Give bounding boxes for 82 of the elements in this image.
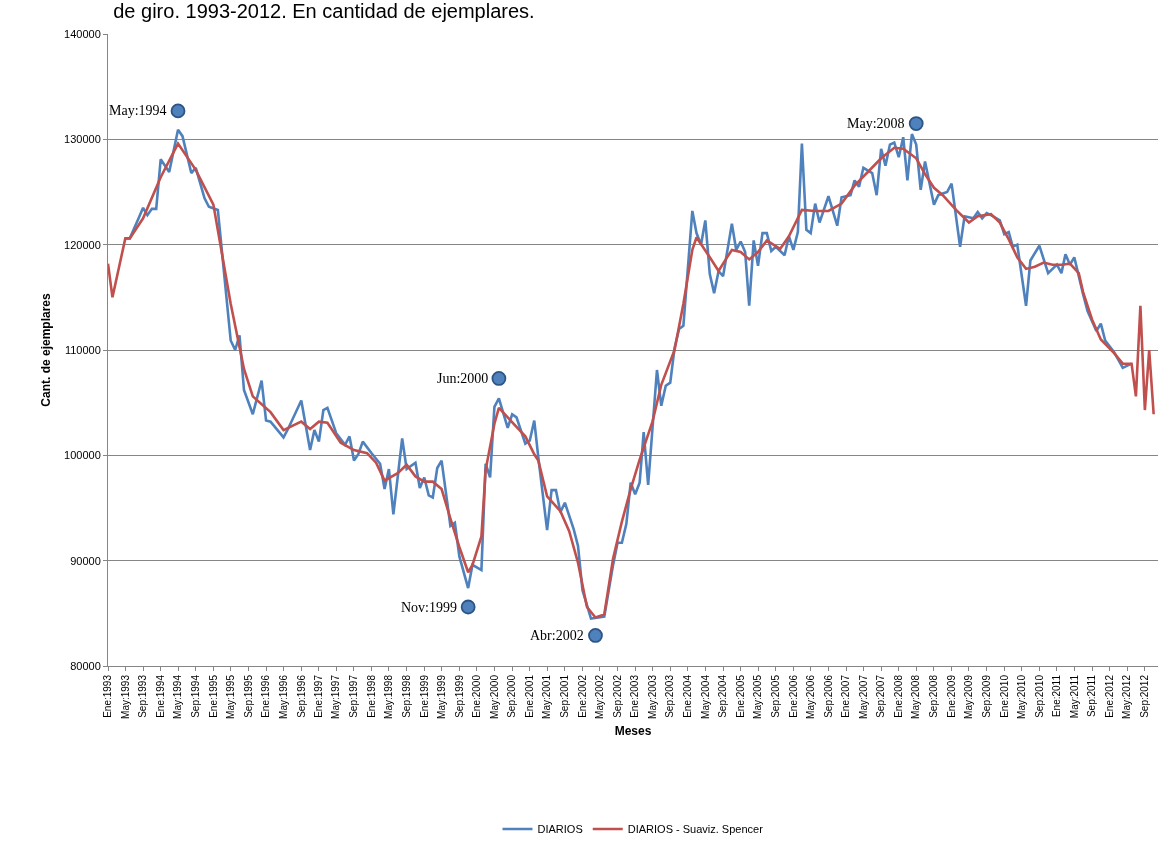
x-tick-label: May:2010 [1015,674,1027,719]
x-tick-label: May:1993 [119,674,131,719]
y-tick-label: 80000 [70,659,101,672]
x-tick-label: May:2001 [541,674,553,719]
legend-label: DIARIOS [537,823,583,836]
x-tick-label: Ene:2003 [629,674,641,718]
x-tick-label: May:2009 [963,674,975,719]
x-tick-label: Ene:2010 [998,674,1010,718]
x-tick-label: Ene:2000 [471,674,483,718]
x-tick-label: May:2002 [594,674,606,719]
x-tick-label: Ene:1995 [207,674,219,718]
y-tick-label: 120000 [64,238,101,251]
x-tick-label: May:2005 [752,674,764,719]
y-tick-label: 130000 [64,133,101,146]
point [908,116,924,131]
point [588,628,603,643]
x-tick-label: Ene:2011 [1051,674,1063,718]
x-tick-label: Ene:1996 [260,674,272,718]
point [460,599,476,615]
x-tick-label: May:1995 [224,674,236,719]
x-tick-label: May:2003 [646,674,658,719]
point [170,103,186,119]
x-tick-label: Sep:2006 [822,674,834,718]
x-tick-label: Ene:1993 [102,674,114,718]
x-tick-label: Ene:2006 [787,674,799,718]
point [491,371,507,386]
chart-title: de giro. 1993-2012. En cantidad de ejemplares. [113,0,535,23]
x-tick-label: Ene:2001 [524,674,536,718]
x-tick-label: Sep:2012 [1139,674,1151,718]
x-tick-label: Ene:2012 [1103,674,1115,718]
x-tick-label: Sep:1995 [242,674,254,718]
annotation: Abr:2002 [530,628,584,643]
x-tick-label: Sep:2005 [770,674,782,718]
x-tick-label: Ene:2002 [576,674,588,718]
x-tick-label: Ene:2008 [893,674,904,718]
annotation: Nov:1999 [401,600,457,615]
x-tick-label: Sep:2004 [717,674,729,718]
x-tick-label: Sep:2009 [980,674,992,718]
x-tick-label: Ene:1998 [365,674,377,718]
x-tick-label: Sep:1994 [190,674,202,718]
x-tick-label: May:1997 [330,674,342,719]
annotation: May:2008 [847,116,905,131]
x-tick-label: Sep:2003 [664,674,676,718]
annotation: May:1994 [109,103,167,118]
x-tick-label: Sep:2010 [1033,674,1045,718]
x-tick-label: Sep:2007 [875,674,887,718]
x-tick-label: May:1996 [277,674,289,719]
x-tick-label: Sep:1999 [453,674,465,718]
y-axis-title: Cant. de ejemplares [39,292,54,407]
y-tick-label: 110000 [64,343,101,356]
y-tick-label: 100000 [64,449,101,462]
x-tick-label: Sep:1997 [348,674,360,718]
x-tick-label: May:1994 [172,674,184,719]
x-tick-label: Sep:2001 [559,674,571,718]
x-tick-label: May:2011 [1068,674,1080,719]
x-tick-label: May:2008 [910,674,922,719]
x-tick-label: Ene:1994 [154,674,166,718]
annotation: Jun:2000 [437,371,489,386]
x-axis-title: Meses [614,723,652,738]
x-tick-label: Sep:2000 [506,674,518,718]
x-tick-label: May:2000 [488,674,500,719]
x-tick-label: Ene:1999 [418,674,430,718]
x-tick-label: Sep:1993 [137,674,149,718]
x-tick-label: Sep:2011 [1086,674,1098,718]
x-tick-label: May:2006 [804,674,816,719]
x-tick-label: Ene:1997 [313,674,325,718]
x-tick-label: May:2004 [699,674,711,719]
x-tick-label: Ene:2005 [734,674,746,718]
x-tick-label: May:2007 [857,674,869,719]
x-tick-label: Ene:2009 [945,674,957,718]
x-tick-label: May:1999 [435,674,447,719]
x-tick-label: Sep:2008 [928,674,940,718]
x-tick-label: Ene:2007 [840,674,852,718]
y-tick-label: 140000 [64,27,101,40]
x-tick-label: May:2012 [1121,674,1133,719]
x-tick-label: Sep:2002 [611,674,623,718]
x-tick-label: Sep:1996 [295,674,307,718]
legend-label: DIARIOS - Suaviz. Spencer [627,823,764,836]
y-tick-label: 90000 [70,554,101,567]
x-tick-label: Ene:2004 [682,674,694,718]
x-tick-label: May:1998 [383,674,395,719]
x-tick-label: Sep:1998 [400,674,412,718]
